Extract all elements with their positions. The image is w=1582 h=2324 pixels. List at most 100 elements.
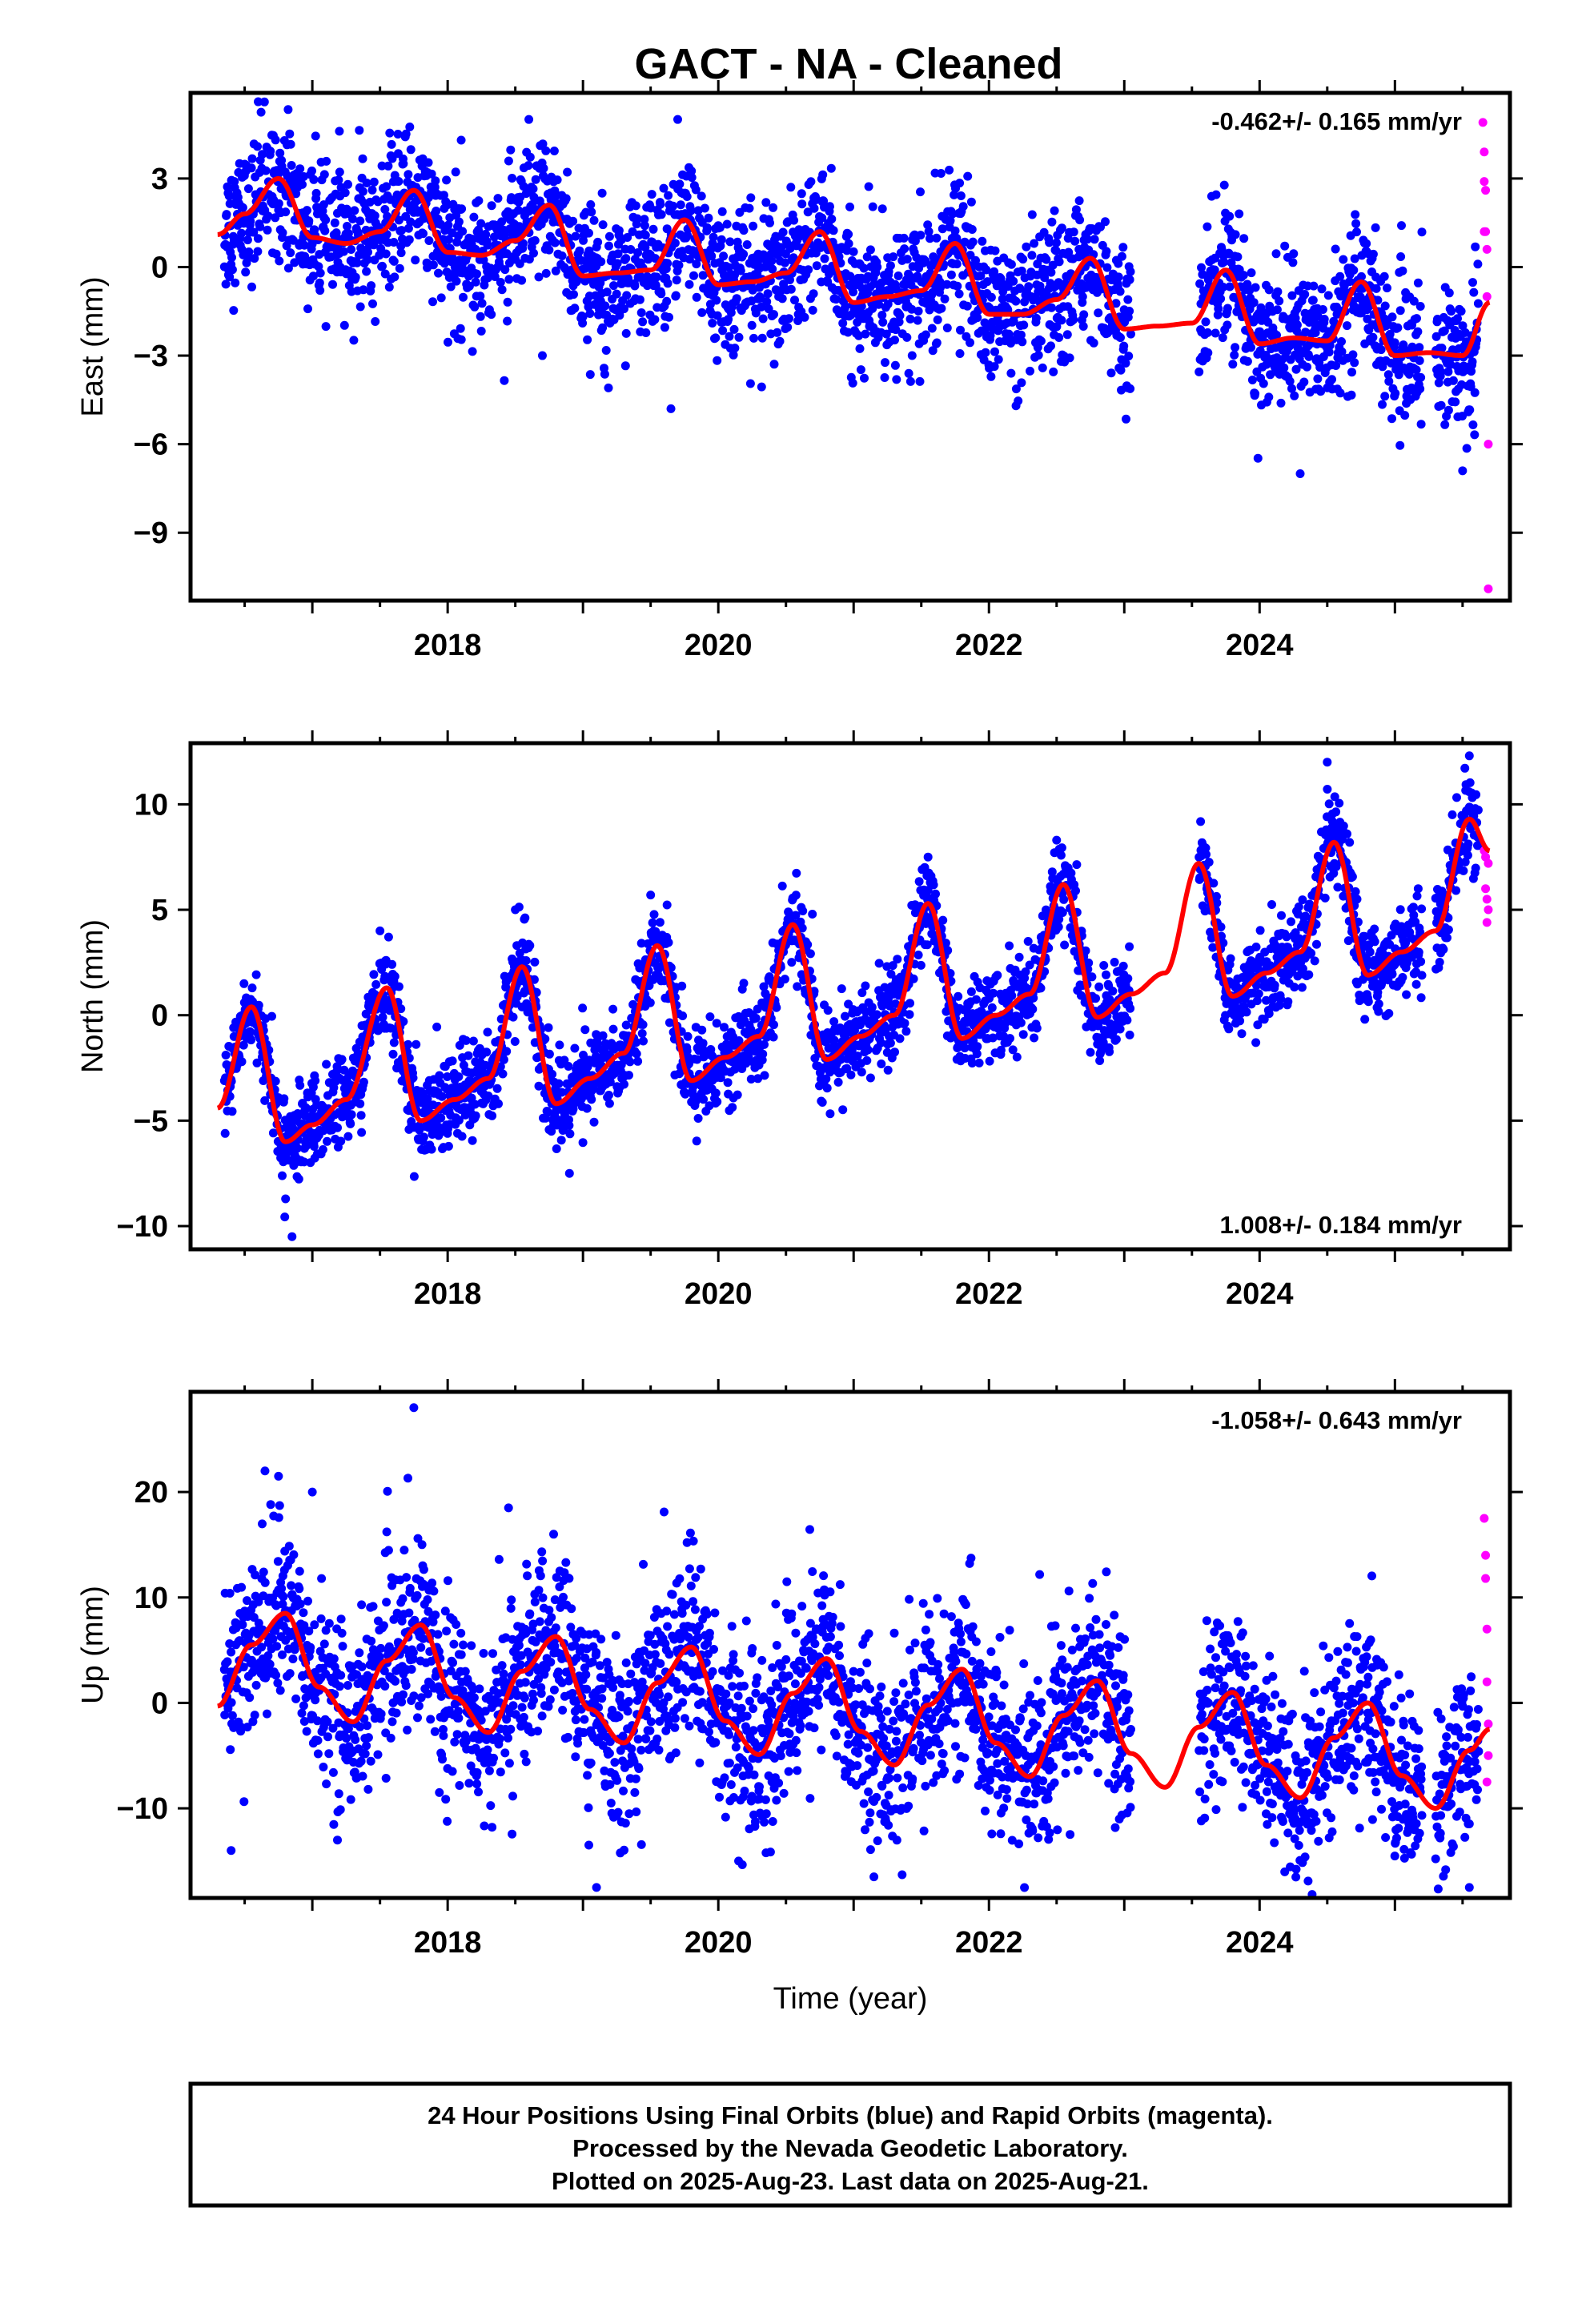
north-plot-area bbox=[216, 751, 1493, 1241]
east-final-point bbox=[255, 222, 265, 231]
east-final-point bbox=[604, 231, 614, 241]
east-final-point bbox=[1290, 391, 1299, 400]
north-final-point bbox=[973, 1042, 982, 1051]
east-final-point bbox=[557, 251, 567, 260]
east-final-point bbox=[749, 221, 758, 231]
east-final-point bbox=[1394, 370, 1403, 380]
north-final-point bbox=[404, 1039, 412, 1049]
east-final-point bbox=[355, 126, 364, 135]
east-final-point bbox=[763, 289, 773, 299]
east-final-point bbox=[717, 207, 727, 216]
east-final-point bbox=[1069, 227, 1078, 237]
east-final-point bbox=[946, 270, 956, 279]
east-final-point bbox=[775, 336, 785, 346]
north-final-point bbox=[355, 1099, 365, 1108]
east-final-point bbox=[524, 115, 534, 124]
north-final-point bbox=[520, 913, 530, 923]
east-final-point bbox=[877, 311, 887, 320]
east-final-point bbox=[229, 306, 239, 316]
east-final-point bbox=[1042, 255, 1051, 264]
north-final-point bbox=[435, 1071, 444, 1080]
east-final-point bbox=[916, 231, 926, 240]
east-final-point bbox=[247, 163, 256, 173]
north-final-point bbox=[632, 1049, 641, 1059]
north-final-point bbox=[323, 1136, 331, 1146]
east-final-point bbox=[319, 170, 329, 179]
east-final-point bbox=[1324, 348, 1334, 357]
north-final-point bbox=[1071, 886, 1080, 895]
east-final-point bbox=[628, 227, 637, 236]
east-final-point bbox=[1443, 367, 1453, 376]
east-final-point bbox=[330, 218, 339, 227]
north-final-point bbox=[534, 1081, 544, 1091]
east-final-point bbox=[258, 150, 267, 159]
east-final-point bbox=[1337, 337, 1346, 346]
east-final-point bbox=[1415, 384, 1425, 393]
east-final-point bbox=[650, 315, 660, 324]
east-final-point bbox=[682, 192, 692, 201]
east-final-point bbox=[1078, 322, 1088, 331]
north-final-point bbox=[492, 1084, 502, 1093]
east-final-point bbox=[640, 221, 649, 231]
east-final-point bbox=[380, 269, 390, 279]
north-final-point bbox=[548, 1069, 557, 1079]
east-final-point bbox=[859, 263, 869, 273]
east-final-point bbox=[561, 194, 571, 203]
north-final-point bbox=[645, 998, 655, 1007]
east-final-point bbox=[622, 291, 632, 300]
east-final-point bbox=[664, 191, 673, 200]
east-final-point bbox=[877, 204, 887, 214]
east-final-point bbox=[347, 245, 356, 254]
east-final-point bbox=[604, 383, 613, 392]
east-final-point bbox=[598, 323, 608, 332]
east-final-point bbox=[1078, 292, 1087, 301]
east-final-point bbox=[474, 196, 484, 206]
east-final-point bbox=[1006, 259, 1016, 269]
east-final-point bbox=[739, 249, 749, 259]
east-final-point bbox=[762, 297, 772, 307]
east-final-point bbox=[308, 271, 318, 281]
east-final-point bbox=[990, 267, 999, 276]
north-final-point bbox=[893, 955, 902, 964]
east-final-point bbox=[1116, 365, 1126, 375]
east-final-point bbox=[1431, 332, 1441, 341]
north-final-point bbox=[468, 1136, 477, 1145]
east-final-point bbox=[932, 233, 942, 243]
north-final-point bbox=[792, 868, 801, 878]
east-final-point bbox=[650, 254, 660, 263]
north-final-point bbox=[318, 1145, 327, 1154]
north-final-point bbox=[237, 1057, 247, 1067]
east-final-point bbox=[1347, 368, 1356, 377]
east-final-point bbox=[581, 256, 591, 266]
north-final-point bbox=[437, 1092, 447, 1101]
east-final-point bbox=[1348, 350, 1358, 360]
east-final-point bbox=[1225, 211, 1235, 221]
east-final-point bbox=[1266, 370, 1275, 380]
east-final-point bbox=[1022, 242, 1031, 251]
east-final-point bbox=[890, 336, 899, 345]
east-final-point bbox=[942, 324, 952, 332]
east-final-point bbox=[1398, 266, 1407, 275]
east-final-point bbox=[428, 260, 438, 270]
east-final-point bbox=[348, 214, 357, 223]
north-final-point bbox=[281, 1194, 291, 1204]
north-final-point bbox=[1058, 908, 1067, 917]
east-final-point bbox=[1447, 307, 1456, 316]
east-final-point bbox=[1011, 384, 1021, 394]
east-final-point bbox=[328, 279, 337, 289]
east-final-point bbox=[601, 346, 611, 355]
east-final-point bbox=[519, 182, 528, 191]
east-final-point bbox=[904, 368, 913, 378]
east-final-point bbox=[340, 188, 350, 198]
east-final-point bbox=[286, 139, 295, 149]
east-final-point bbox=[638, 317, 648, 327]
east-final-point bbox=[381, 249, 391, 259]
east-final-point bbox=[862, 252, 872, 262]
east-final-point bbox=[367, 185, 377, 195]
east-final-point bbox=[1057, 316, 1066, 325]
east-final-point bbox=[614, 226, 624, 235]
east-final-point bbox=[1251, 283, 1260, 292]
north-final-point bbox=[877, 1059, 886, 1068]
east-final-point bbox=[351, 272, 360, 282]
